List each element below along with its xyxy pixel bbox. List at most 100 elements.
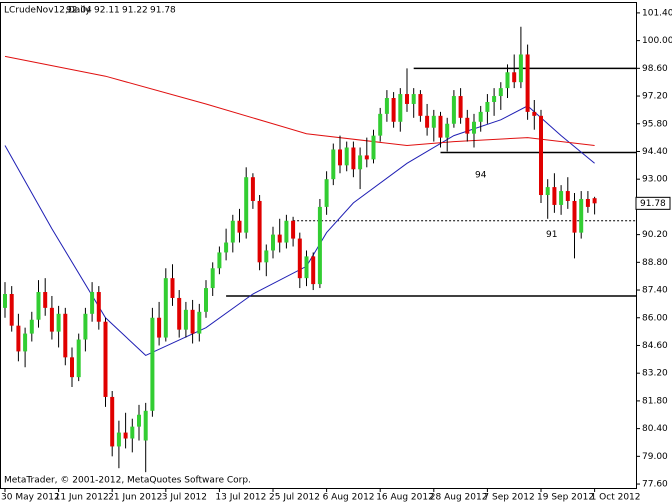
candle-body [592,198,597,204]
candle-body [90,292,95,314]
candle-body [250,177,255,201]
candle-body [197,311,202,334]
candle-body [391,98,396,122]
x-tick-label: 21 Jun 2012 [108,493,162,503]
candle-body [552,187,557,205]
candle-body [271,234,275,251]
candle-body [123,432,128,439]
candle-body [364,155,369,160]
moving-average [4,105,595,356]
candle-body [358,155,363,170]
candle-body [16,325,21,352]
candle-body [224,242,229,253]
x-tick-label: 30 May 2012 [1,493,60,503]
candle-body [371,135,376,160]
candle-body [418,94,423,116]
candle-body [405,94,409,104]
candle-body [36,292,41,320]
candle-body [63,313,68,358]
candle-body [585,198,590,207]
candle-body [29,319,34,334]
candle-body [244,177,249,233]
x-tick-label: 28 Aug 2012 [430,493,488,503]
candle-body [204,288,208,312]
candle-body [23,333,28,352]
header-high: 92.11 [94,6,120,16]
candle-body [579,198,584,233]
candle-body [559,191,564,205]
candle-body [103,321,108,397]
candle-body [76,339,81,378]
candle-body [230,220,235,243]
candle-body [217,252,222,269]
candle-body [498,88,503,97]
x-tick-label: 6 Aug 2012 [323,493,375,503]
candle-body [478,111,483,122]
annotation: 94 [475,171,487,181]
y-tick-label: 83.20 [642,369,668,379]
candle-body [505,72,510,89]
y-tick-label: 77.60 [642,480,668,490]
y-tick-label: 87.40 [642,286,668,296]
candle-body [264,250,269,263]
candle-body [170,278,175,298]
y-tick-label: 88.80 [642,258,668,268]
y-tick-label: 79.00 [642,452,668,462]
candle-body [445,123,450,138]
candle-body [344,147,349,166]
candle-body [472,121,476,134]
y-tick-label: 100.00 [642,36,672,46]
x-tick-label: 19 Sep 2012 [537,493,594,503]
footer: MetaTrader, © 2001-2012, MetaQuotes Soft… [4,476,251,486]
candle-body [130,426,135,439]
candle-body [9,294,14,326]
last-price: 91.78 [640,199,666,209]
candle-body [190,309,195,334]
price-box [635,196,671,210]
candle-body [411,94,416,104]
candle-body [425,115,430,128]
y-tick-label: 98.60 [642,64,668,74]
candle-body [43,292,48,308]
candle-body [378,113,383,136]
y-tick-label: 86.00 [642,313,668,323]
candle-body [177,297,182,330]
candle-body [96,292,101,322]
candle-body [304,256,309,279]
candle-body [458,96,463,118]
candle-body [237,220,242,233]
candle-body [183,309,188,330]
candle-body [465,117,470,134]
y-tick-label: 80.40 [642,424,668,434]
candle-body [116,432,121,447]
candle-body [291,220,296,239]
candle-body [532,111,537,116]
candle-body [331,149,336,180]
x-tick-label: 3 Jul 2012 [162,493,207,503]
candle-body [297,238,302,279]
candle-body [317,206,322,285]
candle-body [438,115,443,138]
candle-body [398,94,403,122]
candle-body [545,187,550,196]
annotation: 91 [546,230,557,240]
candle-body [311,256,316,285]
candle-body [512,72,517,83]
candle-body [210,268,215,289]
candle-body [157,317,162,338]
candle-body [565,191,570,201]
chart-title: LCrudeNov12,Daily [4,6,91,16]
candle-body [143,410,148,441]
y-tick-label: 95.80 [642,119,668,129]
candle-body [137,414,141,427]
x-tick-label: 1 Oct 2012 [591,493,641,503]
x-tick-label: 13 Jul 2012 [215,493,266,503]
candle-body [572,200,577,233]
header-close: 91.78 [150,6,176,16]
candle-body [351,147,356,170]
y-tick-label: 81.80 [642,396,668,406]
y-tick-label: 101.40 [642,8,672,18]
candle-body [324,179,329,207]
candle-body [284,220,289,243]
